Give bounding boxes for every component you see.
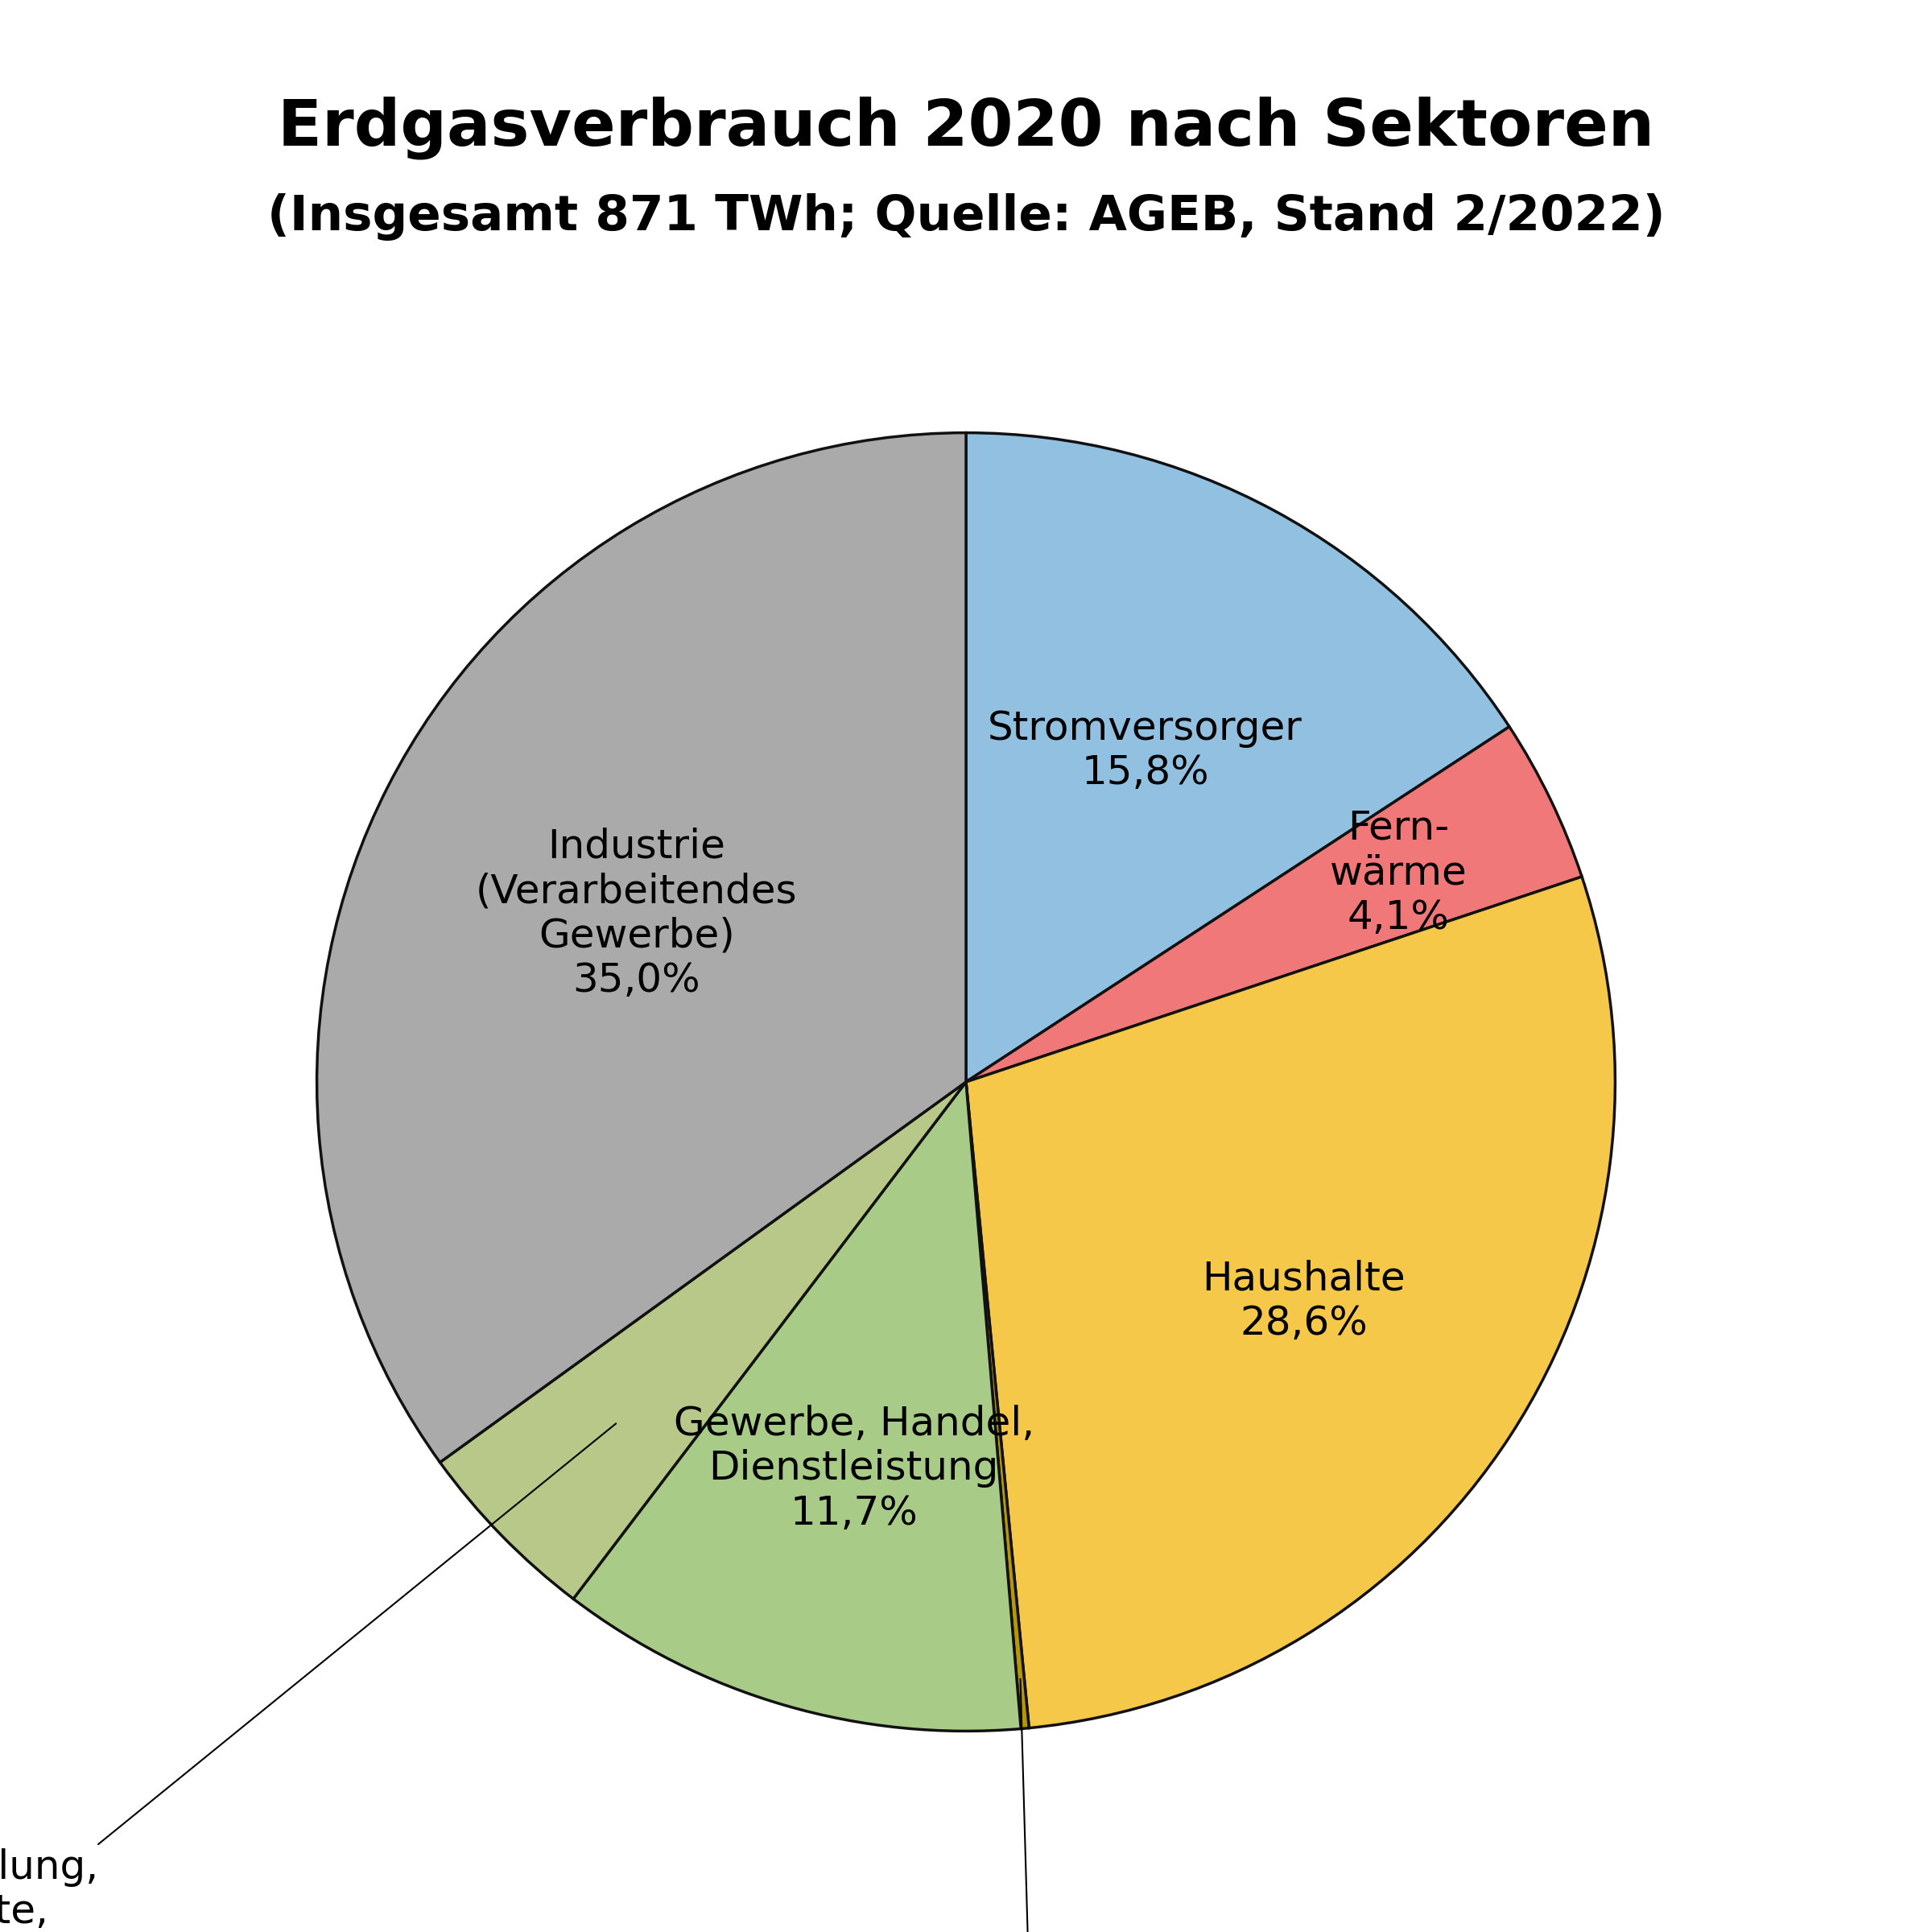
Text: Erdgasverbrauch 2020 nach Sektoren: Erdgasverbrauch 2020 nach Sektoren: [278, 97, 1654, 160]
Wedge shape: [574, 1082, 1020, 1731]
Text: Verkehr
0,2%: Verkehr 0,2%: [954, 1679, 1109, 1932]
Wedge shape: [966, 726, 1582, 1082]
Text: Umwandlung,
Verluste,
statistische
Differenzen
4,7%: Umwandlung, Verluste, statistische Diffe…: [0, 1424, 616, 1932]
Wedge shape: [440, 1082, 966, 1600]
Wedge shape: [966, 877, 1615, 1727]
Text: Stromversorger
15,8%: Stromversorger 15,8%: [987, 709, 1302, 792]
Wedge shape: [966, 1082, 1030, 1729]
Wedge shape: [966, 433, 1509, 1082]
Text: Gewerbe, Handel,
Dienstleistung
11,7%: Gewerbe, Handel, Dienstleistung 11,7%: [674, 1405, 1034, 1532]
Text: Industrie
(Verarbeitendes
Gewerbe)
35,0%: Industrie (Verarbeitendes Gewerbe) 35,0%: [475, 827, 798, 1001]
Text: (Insgesamt 871 TWh; Quelle: AGEB, Stand 2/2022): (Insgesamt 871 TWh; Quelle: AGEB, Stand …: [267, 193, 1665, 242]
Wedge shape: [317, 433, 966, 1463]
Text: Fern-
wärme
4,1%: Fern- wärme 4,1%: [1329, 810, 1466, 937]
Text: Haushalte
28,6%: Haushalte 28,6%: [1202, 1260, 1405, 1343]
